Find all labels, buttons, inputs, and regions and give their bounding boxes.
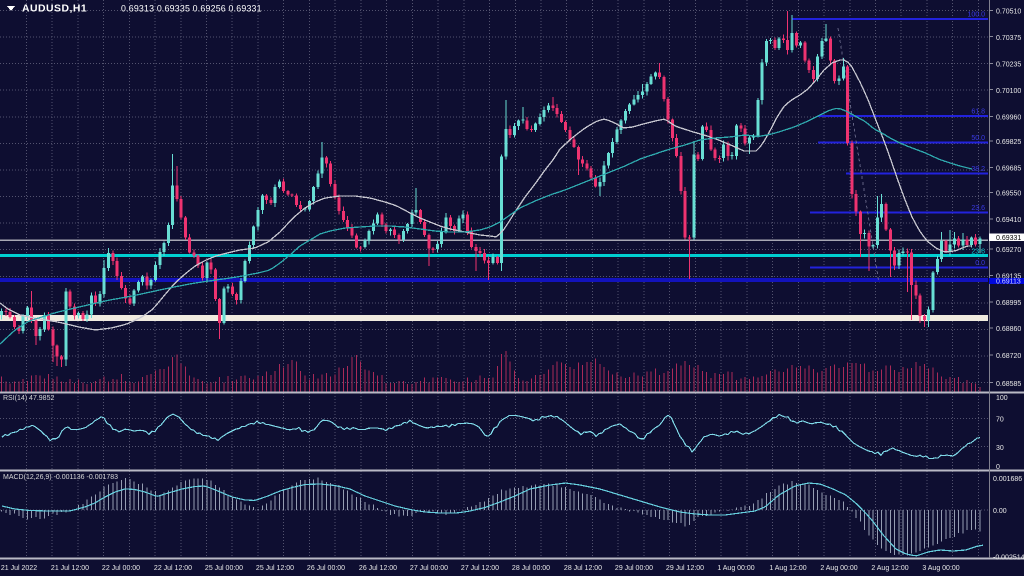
svg-text:27 Jul 12:00: 27 Jul 12:00	[461, 565, 499, 572]
svg-text:0.0: 0.0	[975, 260, 985, 267]
svg-text:0.69331: 0.69331	[996, 235, 1021, 242]
svg-text:RSI(14) 47.9852: RSI(14) 47.9852	[3, 395, 54, 402]
svg-text:100: 100	[996, 395, 1008, 402]
svg-text:0.00: 0.00	[993, 508, 1007, 515]
svg-text:AUDUSD,H1: AUDUSD,H1	[22, 4, 87, 15]
svg-text:23.6: 23.6	[971, 205, 985, 212]
svg-text:1 Aug 00:00: 1 Aug 00:00	[717, 565, 754, 572]
svg-text:2 Aug 00:00: 2 Aug 00:00	[820, 565, 857, 572]
svg-text:21 Jul 2022: 21 Jul 2022	[1, 565, 37, 572]
svg-text:30: 30	[996, 445, 1004, 452]
svg-text:0.68860: 0.68860	[996, 326, 1021, 333]
svg-text:28 Jul 00:00: 28 Jul 00:00	[512, 565, 550, 572]
svg-text:0.70100: 0.70100	[996, 88, 1021, 95]
svg-text:0.69113: 0.69113	[996, 279, 1021, 286]
svg-text:21 Jul 12:00: 21 Jul 12:00	[51, 565, 89, 572]
svg-text:0.70375: 0.70375	[996, 35, 1021, 42]
svg-text:0: 0	[996, 464, 1000, 471]
svg-text:0.68585: 0.68585	[996, 381, 1021, 388]
svg-text:0.69825: 0.69825	[996, 139, 1021, 146]
svg-text:28 Jul 12:00: 28 Jul 12:00	[564, 565, 602, 572]
svg-text:0.69313 0.69335 0.69256 0.6933: 0.69313 0.69335 0.69256 0.69331	[121, 4, 262, 14]
svg-text:0.70510: 0.70510	[996, 9, 1021, 16]
svg-text:38.2: 38.2	[971, 166, 985, 173]
svg-text:22 Jul 00:00: 22 Jul 00:00	[102, 565, 140, 572]
svg-text:0.69410: 0.69410	[996, 217, 1021, 224]
svg-text:26 Jul 00:00: 26 Jul 00:00	[307, 565, 345, 572]
svg-text:0.68720: 0.68720	[996, 353, 1021, 360]
svg-text:50.0: 50.0	[971, 135, 985, 142]
svg-text:25 Jul 00:00: 25 Jul 00:00	[205, 565, 243, 572]
svg-text:0.001686: 0.001686	[993, 476, 1022, 483]
svg-text:0.69135: 0.69135	[996, 274, 1021, 281]
svg-text:29 Jul 12:00: 29 Jul 12:00	[666, 565, 704, 572]
svg-text:27 Jul 00:00: 27 Jul 00:00	[410, 565, 448, 572]
svg-text:2 Aug 12:00: 2 Aug 12:00	[871, 565, 908, 572]
svg-text:29 Jul 00:00: 29 Jul 00:00	[615, 565, 653, 572]
svg-text:26 Jul 12:00: 26 Jul 12:00	[359, 565, 397, 572]
svg-text:70: 70	[996, 417, 1004, 424]
svg-text:0.69960: 0.69960	[996, 115, 1021, 122]
svg-text:0.69685: 0.69685	[996, 166, 1021, 173]
svg-text:22 Jul 12:00: 22 Jul 12:00	[154, 565, 192, 572]
svg-text:MACD(12,26,9) -0.001136 -0.001: MACD(12,26,9) -0.001136 -0.001783	[3, 474, 118, 481]
svg-text:23.6: 23.6	[971, 249, 985, 256]
svg-text:100.0: 100.0	[967, 12, 985, 19]
svg-text:3 Aug 00:00: 3 Aug 00:00	[922, 565, 959, 572]
svg-text:-0.002514: -0.002514	[993, 555, 1024, 562]
svg-text:0.69270: 0.69270	[996, 247, 1021, 254]
svg-text:61.8: 61.8	[971, 109, 985, 116]
svg-text:25 Jul 12:00: 25 Jul 12:00	[256, 565, 294, 572]
svg-text:0.70235: 0.70235	[996, 62, 1021, 69]
svg-text:0.68995: 0.68995	[996, 300, 1021, 307]
svg-text:1 Aug 12:00: 1 Aug 12:00	[769, 565, 806, 572]
svg-text:0.69550: 0.69550	[996, 191, 1021, 198]
